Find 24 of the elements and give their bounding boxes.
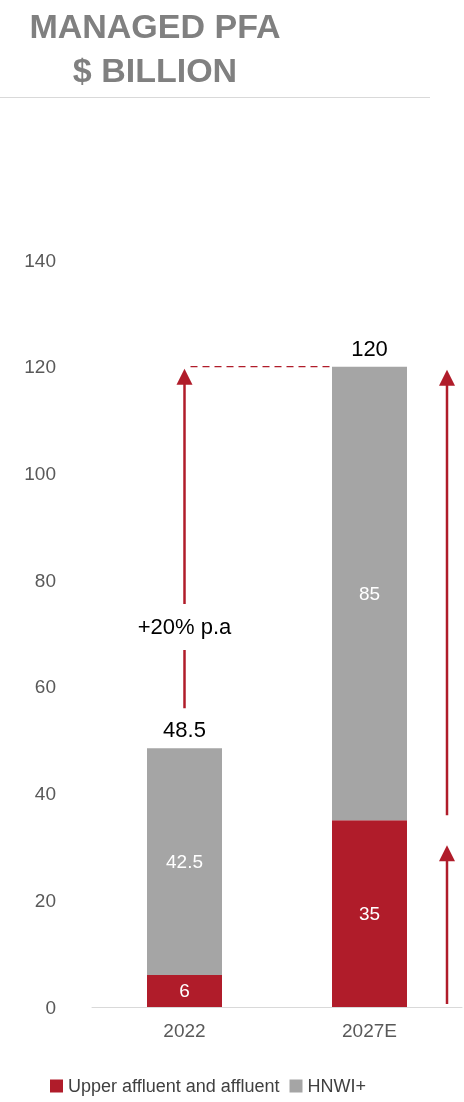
- legend-label: Upper affluent and affluent: [68, 1076, 280, 1096]
- data-label: 85: [358, 582, 381, 604]
- y-tick-label: 20: [34, 889, 56, 911]
- data-label: 35: [358, 903, 381, 925]
- bar: [147, 974, 222, 1007]
- y-tick-label: 80: [34, 569, 56, 591]
- legend-label: HNWI+: [307, 1076, 366, 1096]
- y-tick-label: 60: [34, 676, 56, 698]
- y-tick-label: 40: [34, 783, 56, 805]
- total-label: 120: [350, 335, 389, 362]
- bar: [147, 748, 222, 975]
- data-label: 42.5: [166, 851, 203, 873]
- bar: [332, 366, 407, 821]
- y-tick-label: 120: [24, 356, 56, 378]
- annotation: +20% p.a: [133, 604, 236, 651]
- chart-title: MANAGED PFA $ BILLION: [28, 6, 282, 91]
- total-label: 48.5: [162, 717, 207, 744]
- data-label: 6: [179, 980, 190, 1002]
- y-tick-label: 0: [45, 996, 56, 1018]
- y-tick-label: 140: [24, 249, 56, 271]
- x-tick-label: 2022: [163, 1020, 206, 1041]
- y-tick-label: 100: [24, 462, 56, 484]
- bar: [332, 820, 407, 1007]
- x-tick-label: 2027E: [342, 1020, 397, 1041]
